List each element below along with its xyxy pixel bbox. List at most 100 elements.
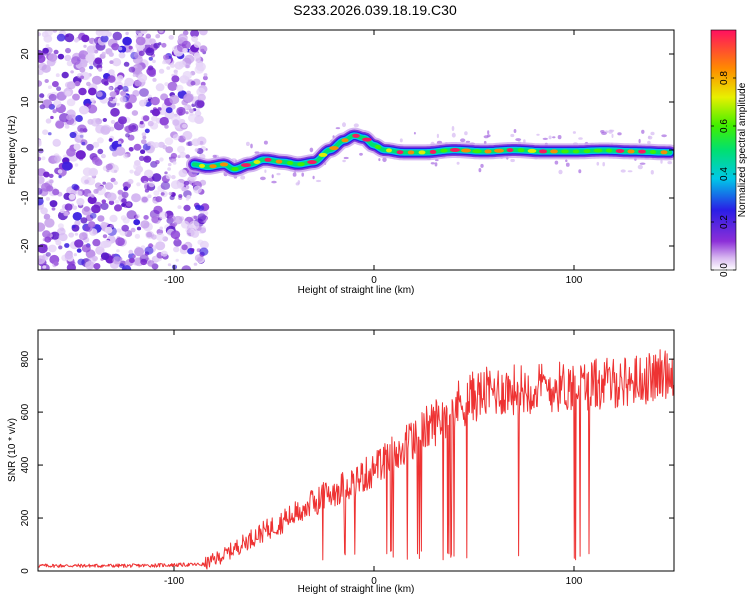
noise-speckle bbox=[66, 263, 76, 270]
track-peak bbox=[638, 149, 646, 154]
colorbar-tick-label: 0.8 bbox=[719, 71, 730, 85]
noise-speckle bbox=[121, 202, 126, 207]
noise-speckle bbox=[76, 248, 82, 253]
noise-speckle bbox=[129, 257, 135, 264]
noise-speckle bbox=[72, 93, 80, 101]
track-speck bbox=[637, 164, 643, 170]
noise-speckle bbox=[73, 143, 81, 151]
noise-speckle bbox=[160, 181, 171, 190]
noise-speckle bbox=[46, 185, 54, 192]
noise-speckle bbox=[138, 155, 145, 161]
noise-speckle bbox=[137, 73, 148, 83]
track-peak bbox=[593, 148, 603, 153]
noise-speckle bbox=[101, 199, 107, 204]
noise-speckle bbox=[167, 263, 172, 267]
snr-y-label: SNR (10 * v/v) bbox=[7, 418, 18, 482]
noise-speckle bbox=[100, 124, 112, 134]
track-peak bbox=[494, 148, 504, 153]
track-speck bbox=[263, 140, 268, 145]
noise-speckle bbox=[91, 204, 101, 214]
noise-speckle bbox=[159, 116, 169, 126]
noise-speckle bbox=[57, 169, 63, 174]
noise-speckle bbox=[128, 123, 139, 133]
noise-speckle bbox=[66, 114, 73, 121]
noise-speckle bbox=[104, 182, 114, 190]
track-peak bbox=[352, 133, 360, 138]
noise-speckle bbox=[135, 36, 146, 46]
noise-speckle bbox=[202, 75, 208, 81]
noise-speckle bbox=[151, 216, 159, 224]
track-peak bbox=[374, 144, 382, 149]
noise-speckle bbox=[52, 138, 61, 146]
noise-speckle bbox=[178, 39, 184, 44]
noise-speckle bbox=[77, 124, 87, 133]
noise-speckle bbox=[183, 204, 191, 212]
noise-speckle bbox=[182, 70, 192, 80]
noise-speckle bbox=[175, 84, 184, 92]
y-tick-label: -20 bbox=[20, 238, 31, 253]
noise-speckle bbox=[157, 141, 165, 148]
track-speck bbox=[194, 148, 199, 152]
noise-speckle bbox=[89, 212, 97, 219]
noise-speckle bbox=[162, 60, 166, 65]
noise-speckle bbox=[118, 46, 123, 51]
noise-speckle bbox=[191, 35, 199, 43]
noise-speckle bbox=[170, 230, 181, 240]
noise-speckle bbox=[38, 197, 44, 206]
noise-speckle bbox=[41, 31, 49, 38]
track-speck bbox=[600, 130, 605, 133]
noise-speckle bbox=[151, 115, 158, 122]
noise-speckle bbox=[170, 180, 181, 190]
track-speck bbox=[513, 129, 517, 133]
noise-speckle bbox=[64, 251, 73, 260]
noise-speckle bbox=[122, 36, 132, 46]
noise-speckle bbox=[197, 93, 206, 102]
noise-speckle bbox=[116, 228, 121, 233]
noise-speckle bbox=[134, 233, 141, 239]
noise-speckle bbox=[87, 195, 97, 205]
noise-speckle bbox=[92, 141, 100, 148]
track-speck bbox=[342, 159, 346, 163]
noise-speckle bbox=[101, 51, 106, 56]
track-peak bbox=[396, 150, 404, 155]
noise-speckle bbox=[190, 80, 196, 86]
noise-speckle bbox=[79, 67, 86, 73]
noise-speckle bbox=[61, 161, 73, 171]
track-speck bbox=[271, 180, 277, 184]
noise-speckle bbox=[158, 68, 165, 74]
noise-speckle bbox=[66, 98, 76, 107]
noise-speckle bbox=[81, 141, 86, 146]
track-speck bbox=[480, 163, 484, 168]
noise-speckle bbox=[100, 252, 110, 260]
track-speck bbox=[413, 131, 416, 135]
track-speck bbox=[451, 132, 456, 138]
noise-speckle bbox=[81, 34, 90, 43]
noise-speckle bbox=[111, 43, 120, 51]
noise-speckle bbox=[64, 81, 73, 89]
noise-speckle bbox=[86, 81, 91, 87]
track-speck bbox=[578, 137, 583, 140]
noise-speckle bbox=[88, 256, 97, 264]
y-tick-label: 0 bbox=[20, 147, 31, 153]
noise-speckle bbox=[132, 73, 137, 77]
noise-speckle bbox=[94, 57, 103, 65]
track-speck bbox=[565, 159, 568, 163]
noise-speckle bbox=[200, 48, 205, 53]
noise-speckle bbox=[151, 173, 162, 182]
track-peak bbox=[297, 162, 305, 167]
noise-speckle bbox=[155, 34, 161, 39]
noise-speckle bbox=[106, 192, 117, 202]
noise-speckle bbox=[164, 171, 168, 175]
track-speck bbox=[596, 161, 600, 166]
noise-speckle bbox=[56, 33, 66, 42]
track-peak bbox=[407, 150, 415, 155]
noise-speckle bbox=[38, 153, 41, 157]
y-tick-label: 20 bbox=[20, 48, 31, 60]
noise-speckle bbox=[45, 44, 50, 48]
noise-speckle bbox=[116, 102, 120, 106]
noise-speckle bbox=[187, 141, 193, 147]
noise-speckle bbox=[153, 42, 160, 49]
noise-speckle bbox=[45, 252, 51, 257]
noise-speckle bbox=[145, 33, 151, 39]
